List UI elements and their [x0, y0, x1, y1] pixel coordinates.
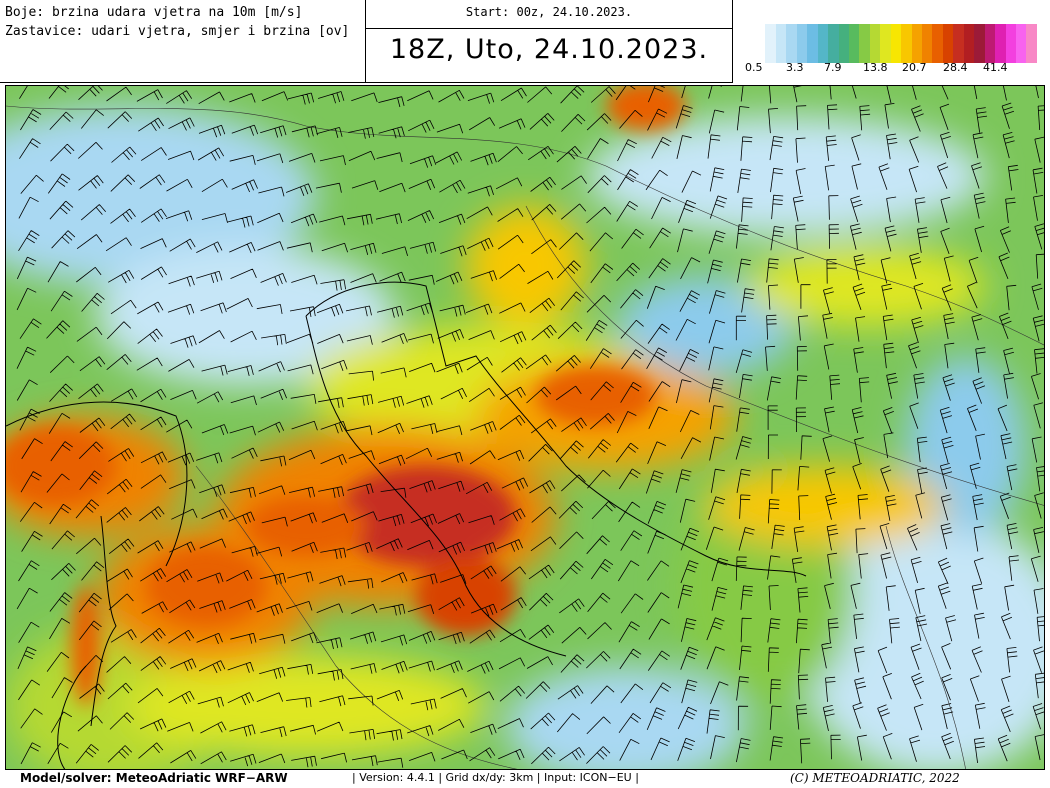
borders — [6, 105, 1044, 769]
colorbar-label: 7.9 — [824, 61, 842, 74]
colorbar-swatch — [963, 24, 975, 63]
wind-barbs — [16, 86, 1044, 768]
footer-info: | Version: 4.4.1 | Grid dx/dy: 3km | Inp… — [352, 771, 639, 784]
colorbar-swatch — [932, 24, 943, 63]
colorbar-swatch — [869, 24, 881, 63]
colorbar-swatch — [848, 24, 860, 63]
footer-copyright: (C) METEOADRIATIC, 2022 — [790, 771, 960, 785]
colorbar-swatch — [911, 24, 922, 63]
colorbar-swatch — [1026, 24, 1037, 63]
colorbar-swatch — [859, 24, 870, 63]
colorbar-labels: 0.5 3.3 7.9 13.8 20.7 28.4 41.4 — [745, 61, 1045, 77]
legend-text: Boje: brzina udara vjetra na 10m [m/s] — [5, 5, 303, 20]
colorbar-swatch — [995, 24, 1006, 63]
map-title: 18Z, Uto, 24.10.2023. — [389, 34, 709, 65]
colorbar-swatch — [817, 24, 829, 63]
colorbar-swatch — [880, 24, 891, 63]
colorbar-swatch — [828, 24, 839, 63]
colorbar-swatch — [1015, 24, 1027, 63]
start-time: Start: 00z, 24.10.2023. — [465, 5, 633, 19]
colorbar — [755, 24, 1037, 63]
footer-model: Model/solver: MeteoAdriatic WRF−ARW — [20, 771, 288, 785]
colorbar-swatch — [786, 24, 797, 63]
wind-field — [6, 86, 1044, 769]
colorbar-label: 20.7 — [902, 61, 927, 74]
colorbar-swatch — [765, 24, 776, 63]
legend-text: Zastavice: udari vjetra, smjer i brzina … — [5, 24, 350, 39]
colorbar-swatch — [890, 24, 902, 63]
colorbar-label: 41.4 — [983, 61, 1008, 74]
colorbar-swatch — [796, 24, 808, 63]
colorbar-swatch — [901, 24, 912, 63]
coastlines — [6, 281, 807, 769]
colorbar-swatch — [755, 24, 766, 63]
colorbar-label: 13.8 — [863, 61, 888, 74]
colorbar-swatch — [775, 24, 787, 63]
colorbar-swatch — [984, 24, 996, 63]
legend-box: Boje: brzina udara vjetra na 10m [m/s] Z… — [0, 0, 366, 83]
colorbar-swatch — [974, 24, 985, 63]
colorbar-swatch — [838, 24, 849, 63]
colorbar-label: 3.3 — [786, 61, 804, 74]
map — [5, 85, 1045, 770]
colorbar-label: 0.5 — [745, 61, 763, 74]
barb-lines — [16, 86, 1044, 768]
title-box: Start: 00z, 24.10.2023. 18Z, Uto, 24.10.… — [365, 0, 733, 83]
footer: Model/solver: MeteoAdriatic WRF−ARW | Ve… — [0, 771, 1050, 788]
colorbar-label: 28.4 — [943, 61, 968, 74]
colorbar-swatch — [807, 24, 818, 63]
colorbar-swatch — [922, 24, 933, 63]
colorbar-swatch — [1005, 24, 1016, 63]
colorbar-swatch — [953, 24, 964, 63]
colorbar-swatch — [942, 24, 954, 63]
separator — [366, 28, 732, 29]
